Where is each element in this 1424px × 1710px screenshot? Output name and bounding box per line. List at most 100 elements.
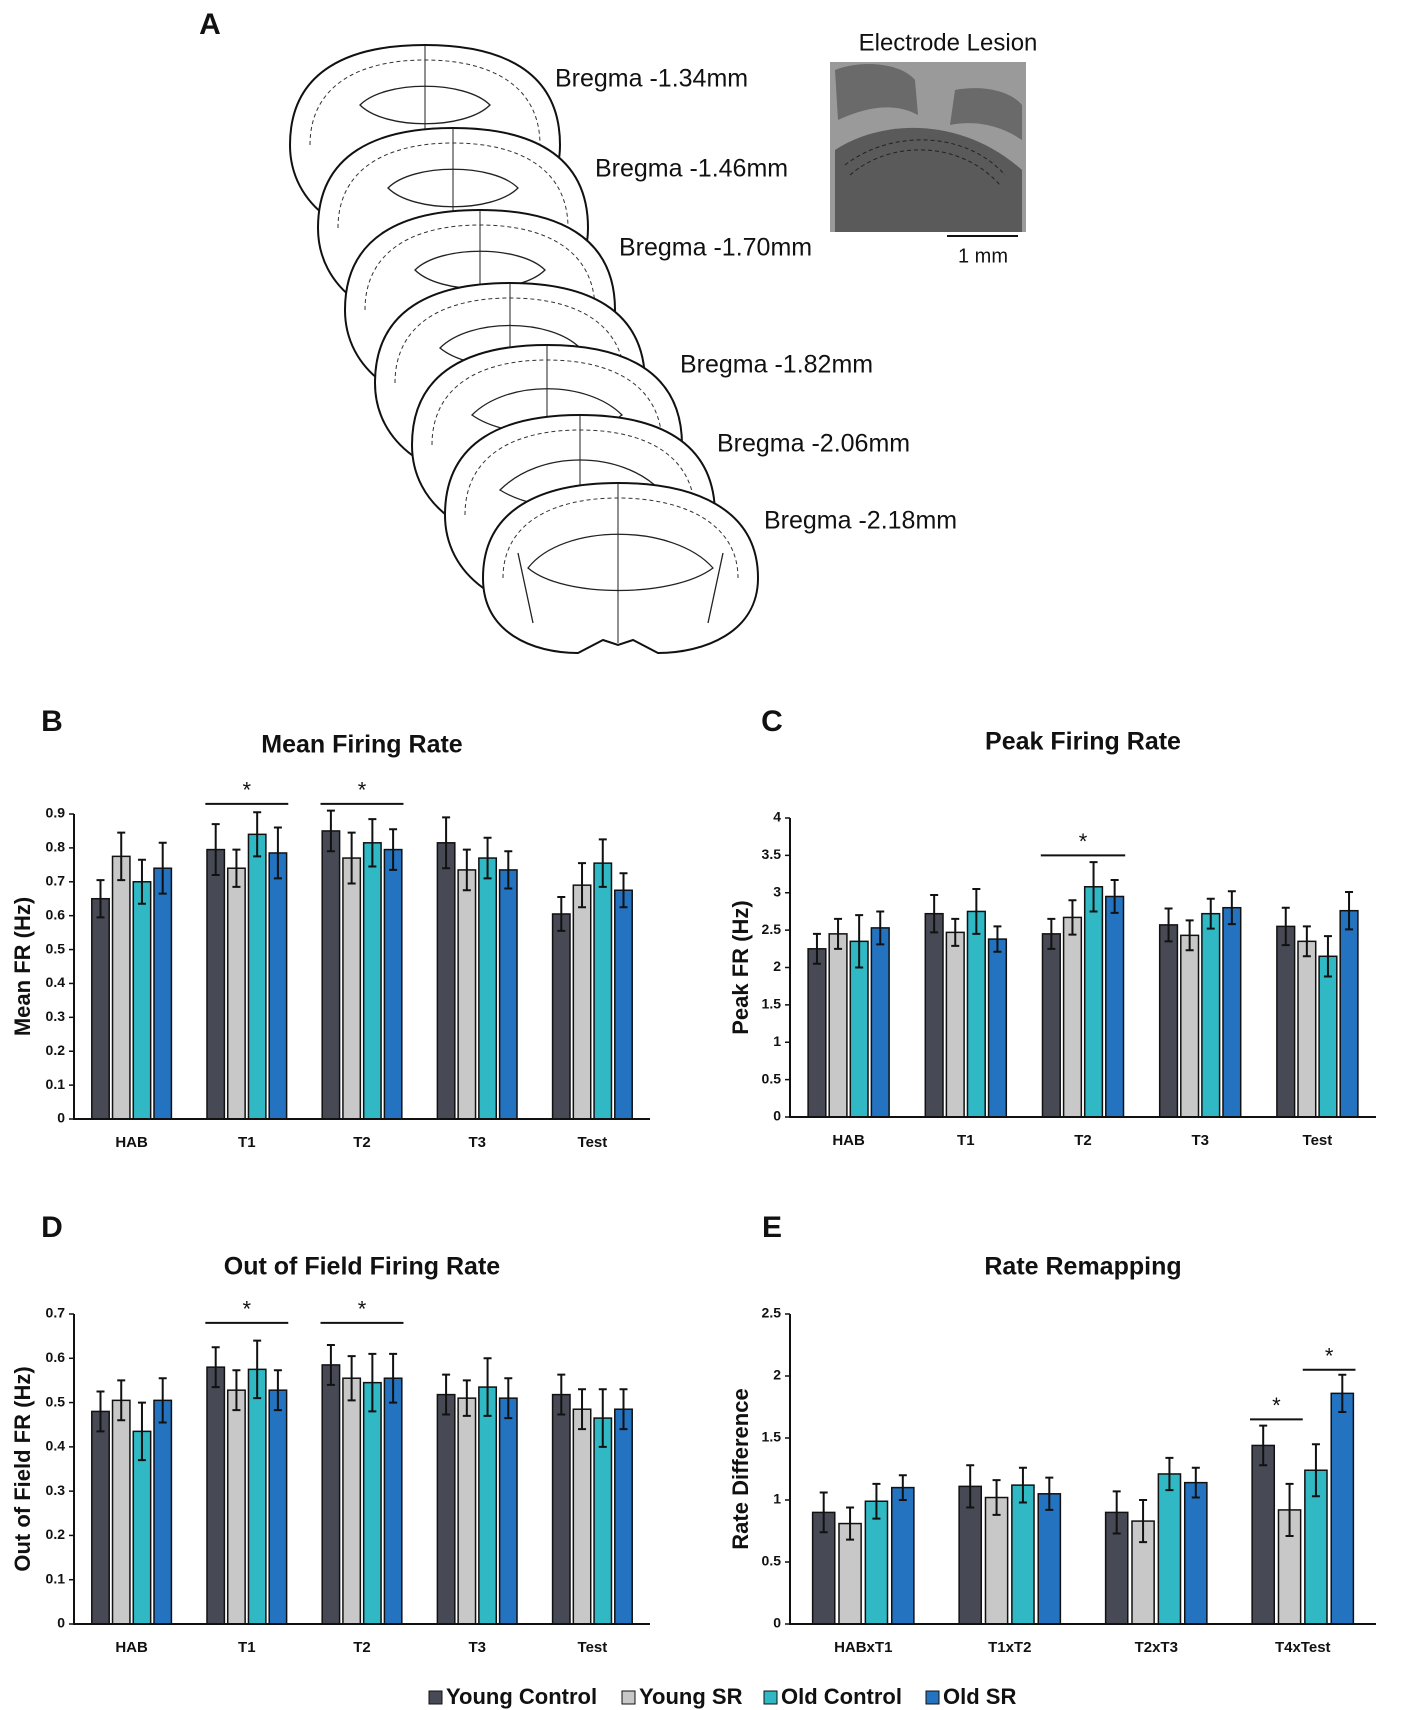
y-tick-label: 0.1	[46, 1570, 66, 1586]
bar	[113, 856, 130, 1119]
bar	[437, 1395, 454, 1624]
y-tick-label: 0.6	[46, 906, 66, 922]
y-axis-label: Mean FR (Hz)	[10, 897, 35, 1036]
chart-title: Out of Field Firing Rate	[224, 1253, 500, 1281]
bar	[865, 1501, 887, 1624]
bar	[479, 858, 496, 1119]
bar	[1298, 941, 1316, 1117]
bar	[1012, 1485, 1034, 1624]
significance-label: *	[358, 778, 367, 803]
panel-label: A	[199, 8, 221, 41]
bar	[1185, 1483, 1207, 1624]
bar	[458, 870, 475, 1119]
bar	[228, 1390, 245, 1624]
y-tick-label: 0.4	[46, 974, 66, 990]
y-tick-label: 0	[57, 1615, 65, 1631]
brain-sections	[290, 45, 758, 653]
bar	[1223, 908, 1241, 1117]
legend-label: Young SR	[639, 1684, 743, 1709]
y-tick-label: 0.5	[46, 940, 66, 956]
x-tick-label: HAB	[115, 1639, 148, 1656]
bar	[343, 1378, 360, 1624]
y-tick-label: 1	[773, 1491, 781, 1507]
bar	[1160, 925, 1178, 1117]
x-tick-label: HAB	[115, 1134, 148, 1151]
y-tick-label: 2.5	[762, 921, 782, 937]
x-tick-label: T3	[468, 1134, 486, 1151]
bar	[1331, 1393, 1353, 1624]
significance-label: *	[1325, 1344, 1334, 1369]
y-tick-label: 0.6	[46, 1349, 66, 1365]
bar	[553, 914, 570, 1119]
bar	[1340, 911, 1358, 1117]
x-tick-label: T3	[1191, 1132, 1209, 1149]
bar	[384, 850, 401, 1119]
bar	[269, 853, 286, 1119]
y-tick-label: 1.5	[762, 1429, 782, 1445]
bar	[1158, 1474, 1180, 1624]
y-tick-label: 0.8	[46, 839, 66, 855]
bar	[615, 890, 632, 1119]
bar	[871, 928, 889, 1117]
section-label: Bregma -1.82mm	[680, 351, 873, 379]
bar	[1319, 956, 1337, 1117]
legend-label: Young Control	[446, 1684, 597, 1709]
bar	[228, 868, 245, 1119]
chart-title: Rate Remapping	[984, 1253, 1181, 1281]
bar	[615, 1409, 632, 1624]
y-tick-label: 4	[773, 809, 781, 825]
y-tick-label: 0.2	[46, 1042, 66, 1058]
bar	[989, 939, 1007, 1117]
significance-label: *	[243, 1297, 252, 1322]
x-tick-label: T1	[238, 1639, 256, 1656]
y-tick-label: 0.5	[762, 1553, 782, 1569]
bar	[1277, 926, 1295, 1117]
section	[483, 483, 758, 653]
bar	[92, 1411, 109, 1624]
y-tick-label: 0.7	[46, 1305, 66, 1321]
y-tick-label: 2.5	[762, 1305, 782, 1321]
lesion-title: Electrode Lesion	[859, 29, 1038, 56]
bar	[1038, 1494, 1060, 1624]
y-axis-label: Out of Field FR (Hz)	[10, 1366, 35, 1571]
bar	[967, 911, 985, 1117]
bar	[437, 843, 454, 1119]
bar	[133, 882, 150, 1119]
legend-label: Old SR	[943, 1684, 1016, 1709]
bar	[248, 1369, 265, 1624]
x-tick-label: HABxT1	[834, 1639, 892, 1656]
y-tick-label: 3	[773, 883, 781, 899]
y-tick-label: 1	[773, 1033, 781, 1049]
x-tick-label: T1	[238, 1134, 256, 1151]
y-tick-label: 3.5	[762, 846, 782, 862]
x-tick-label: T2	[353, 1134, 371, 1151]
bar	[500, 870, 517, 1119]
bar	[364, 1383, 381, 1624]
section-label: Bregma -1.70mm	[619, 234, 812, 262]
chart-title: Mean Firing Rate	[261, 731, 463, 759]
legend-swatch	[926, 1691, 939, 1704]
y-tick-label: 2	[773, 958, 781, 974]
significance-label: *	[1272, 1393, 1281, 1418]
y-tick-label: 1.5	[762, 996, 782, 1012]
x-tick-label: Test	[578, 1134, 608, 1151]
bar	[553, 1395, 570, 1624]
section-label: Bregma -1.46mm	[595, 155, 788, 183]
bar	[1181, 935, 1199, 1117]
bar	[573, 885, 590, 1119]
panel-label: E	[762, 1211, 782, 1244]
y-tick-label: 0	[773, 1615, 781, 1631]
significance-label: *	[358, 1297, 367, 1322]
x-tick-label: Test	[1303, 1132, 1333, 1149]
y-tick-label: 0	[57, 1110, 65, 1126]
bar	[322, 831, 339, 1119]
x-tick-label: T2xT3	[1135, 1639, 1178, 1656]
bar	[808, 949, 826, 1117]
bar	[154, 1400, 171, 1624]
y-axis-label: Peak FR (Hz)	[728, 900, 753, 1034]
y-tick-label: 0.5	[46, 1393, 66, 1409]
x-tick-label: T4xTest	[1275, 1639, 1331, 1656]
bar	[248, 834, 265, 1119]
x-tick-label: T1	[957, 1132, 975, 1149]
lesion-image	[830, 62, 1026, 232]
